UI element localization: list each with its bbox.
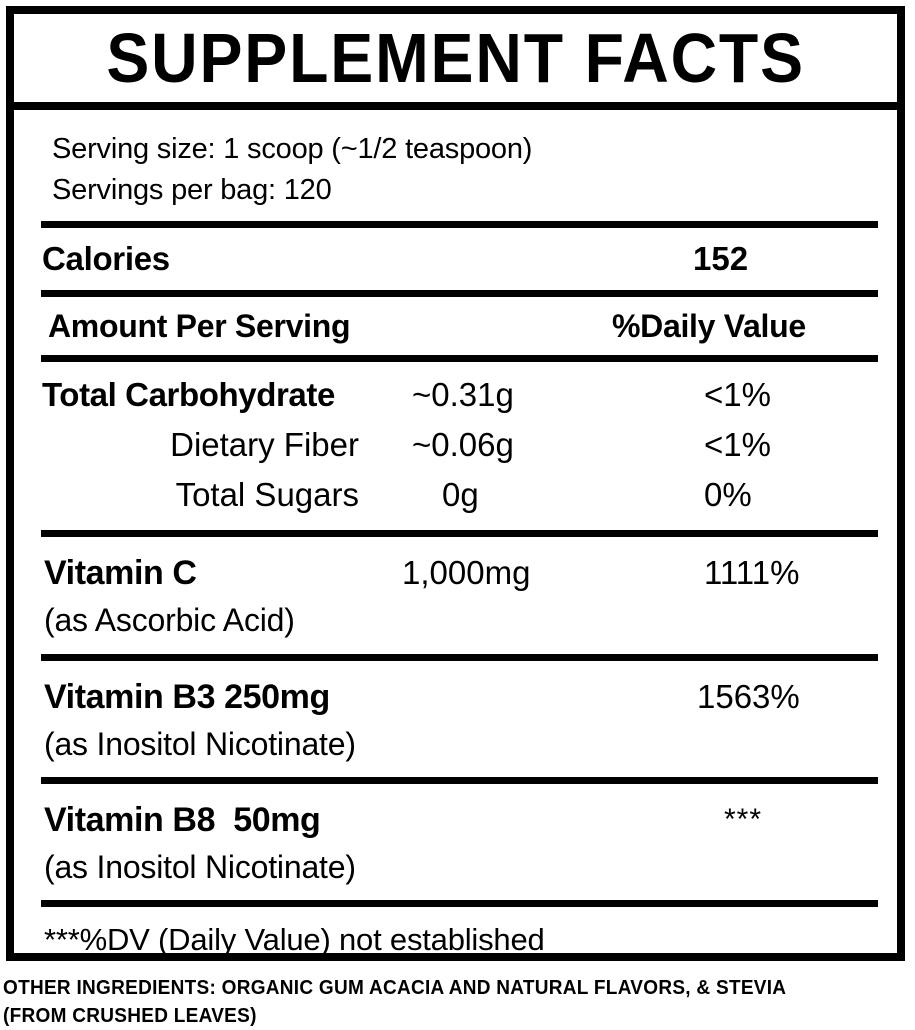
nutrient-amount: ~0.06g: [412, 426, 514, 464]
supplement-facts-panel: SUPPLEMENT FACTS Serving size: 1 scoop (…: [6, 6, 905, 961]
nutrient-daily-value: <1%: [704, 376, 771, 414]
vitamin-name: Vitamin B8 50mg: [44, 800, 321, 839]
vitamin-daily-value: 1111%: [704, 554, 800, 592]
divider-above-calories: [41, 221, 878, 229]
divider-above-vitamin-c: [41, 530, 878, 538]
nutrient-name: Dietary Fiber: [170, 426, 359, 464]
calories-row: Calories 152: [14, 228, 897, 290]
nutrient-daily-value: <1%: [704, 426, 771, 464]
calories-value: 152: [693, 240, 749, 278]
vitamin-row-vitamin-b8: Vitamin B8 50mg *** (as Inositol Nicotin…: [14, 784, 897, 900]
vitamin-main-line: Vitamin C 1,000mg 1111%: [14, 547, 897, 599]
servings-per-bag-line: Servings per bag: 120: [52, 174, 332, 207]
vitamin-name: Vitamin C: [44, 554, 197, 593]
page-title: SUPPLEMENT FACTS: [106, 19, 805, 97]
vitamin-source: (as Inositol Nicotinate): [44, 725, 356, 762]
label-body: Serving size: 1 scoop (~1/2 teaspoon) Se…: [14, 110, 897, 960]
vitamin-daily-value: ***: [724, 802, 763, 836]
vitamin-name: Vitamin B3 250mg: [44, 677, 330, 716]
serving-information: Serving size: 1 scoop (~1/2 teaspoon) Se…: [14, 110, 897, 221]
nutrient-amount: ~0.31g: [412, 376, 514, 414]
daily-value-header: %Daily Value: [612, 307, 806, 344]
divider-below-column-headers: [41, 355, 878, 363]
other-ingredients-text: OTHER INGREDIENTS: ORGANIC GUM ACACIA AN…: [3, 977, 786, 1027]
vitamin-source: (as Ascorbic Acid): [44, 602, 295, 639]
divider-above-vitamin-b8: [41, 776, 878, 784]
divider-below-calories: [41, 290, 878, 298]
vitamin-source: (as Inositol Nicotinate): [44, 848, 356, 885]
nutrient-name: Total Sugars: [175, 476, 359, 514]
column-header-row: Amount Per Serving %Daily Value: [14, 297, 897, 355]
vitamin-row-vitamin-c: Vitamin C 1,000mg 1111% (as Ascorbic Aci…: [14, 537, 897, 653]
vitamin-main-line: Vitamin B3 250mg 1563%: [14, 671, 897, 723]
nutrient-daily-value: 0%: [704, 476, 752, 514]
vitamin-main-line: Vitamin B8 50mg ***: [14, 794, 897, 846]
label-title-band: SUPPLEMENT FACTS: [14, 14, 897, 110]
divider-above-vitamin-b3: [41, 653, 878, 661]
serving-size-line: Serving size: 1 scoop (~1/2 teaspoon): [52, 133, 533, 165]
vitamin-daily-value: 1563%: [697, 677, 800, 715]
amount-per-serving-header: Amount Per Serving: [48, 307, 351, 344]
vitamin-row-vitamin-b3: Vitamin B3 250mg 1563% (as Inositol Nico…: [14, 661, 897, 777]
vitamin-amount: 1,000mg: [402, 554, 531, 592]
nutrient-amount: 0g: [442, 476, 479, 514]
nutrient-row-total-sugars: Total Sugars 0g 0%: [14, 470, 897, 520]
nutrient-name: Total Carbohydrate: [42, 376, 335, 414]
divider-above-footnote: [41, 900, 878, 908]
calories-label: Calories: [42, 240, 170, 278]
nutrient-row-total-carbohydrate: Total Carbohydrate ~0.31g <1%: [14, 370, 897, 420]
nutrient-row-dietary-fiber: Dietary Fiber ~0.06g <1%: [14, 420, 897, 470]
carbohydrate-group: Total Carbohydrate ~0.31g <1% Dietary Fi…: [14, 362, 897, 530]
daily-value-footnote: ***%DV (Daily Value) not established: [44, 922, 545, 958]
